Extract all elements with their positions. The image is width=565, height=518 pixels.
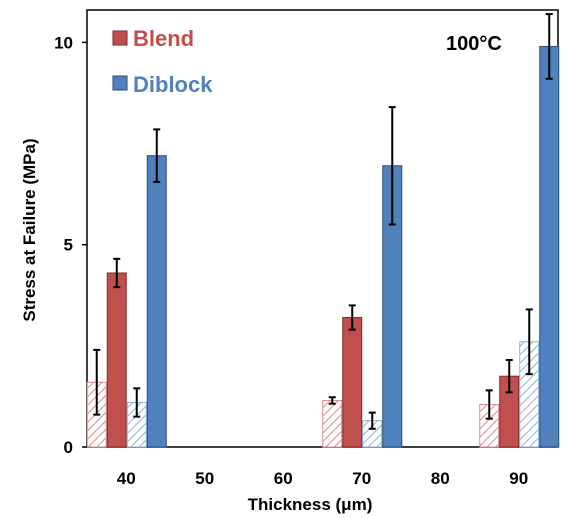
error-bar-diblock-solid-40 — [153, 128, 161, 183]
error-bar-diblock-hatched-70 — [368, 411, 376, 430]
legend: Blend Diblock — [112, 26, 213, 97]
x-tick-labels: 40 50 60 70 80 90 — [117, 469, 528, 488]
bar-blend-hatched-70 — [322, 399, 343, 448]
legend-swatch-blend — [112, 30, 128, 46]
x-axis-title: Thickness (μm) — [248, 495, 373, 514]
y-tick-label: 5 — [64, 236, 73, 255]
error-bar-diblock-hatched-40 — [133, 387, 141, 418]
bar-blend-solid-70 — [342, 317, 363, 448]
bar-diblock-solid-40 — [146, 155, 167, 448]
error-bar-blend-hatched-70 — [328, 396, 336, 405]
error-bar-blend-solid-90 — [505, 359, 513, 394]
y-tick-label: 10 — [54, 33, 73, 52]
y-tick-label: 0 — [64, 438, 73, 457]
bars-group — [86, 45, 560, 448]
error-bars-group — [93, 13, 553, 430]
y-axis-title: Stress at Failure (MPa) — [20, 138, 39, 321]
x-tick-label: 60 — [274, 469, 293, 488]
error-bar-blend-hatched-90 — [485, 389, 493, 420]
error-bar-blend-hatched-40 — [93, 348, 101, 416]
error-bar-blend-solid-70 — [348, 304, 356, 331]
legend-label-diblock: Diblock — [133, 72, 213, 97]
x-tick-label: 50 — [195, 469, 214, 488]
error-bar-diblock-hatched-90 — [525, 308, 533, 376]
x-tick-label: 40 — [117, 469, 136, 488]
x-tick-label: 90 — [509, 469, 528, 488]
bar-blend-solid-40 — [106, 272, 127, 448]
error-bar-diblock-solid-70 — [388, 106, 396, 226]
error-bar-blend-solid-40 — [113, 257, 121, 289]
legend-swatch-diblock — [112, 75, 128, 91]
legend-label-blend: Blend — [133, 26, 194, 51]
temperature-annotation: 100°C — [446, 33, 502, 55]
x-tick-label: 80 — [431, 469, 450, 488]
y-tick-labels: 0 5 10 — [54, 33, 87, 457]
x-tick-label: 70 — [352, 469, 371, 488]
bar-diblock-solid-90 — [539, 45, 560, 448]
error-bar-diblock-solid-90 — [545, 13, 553, 80]
